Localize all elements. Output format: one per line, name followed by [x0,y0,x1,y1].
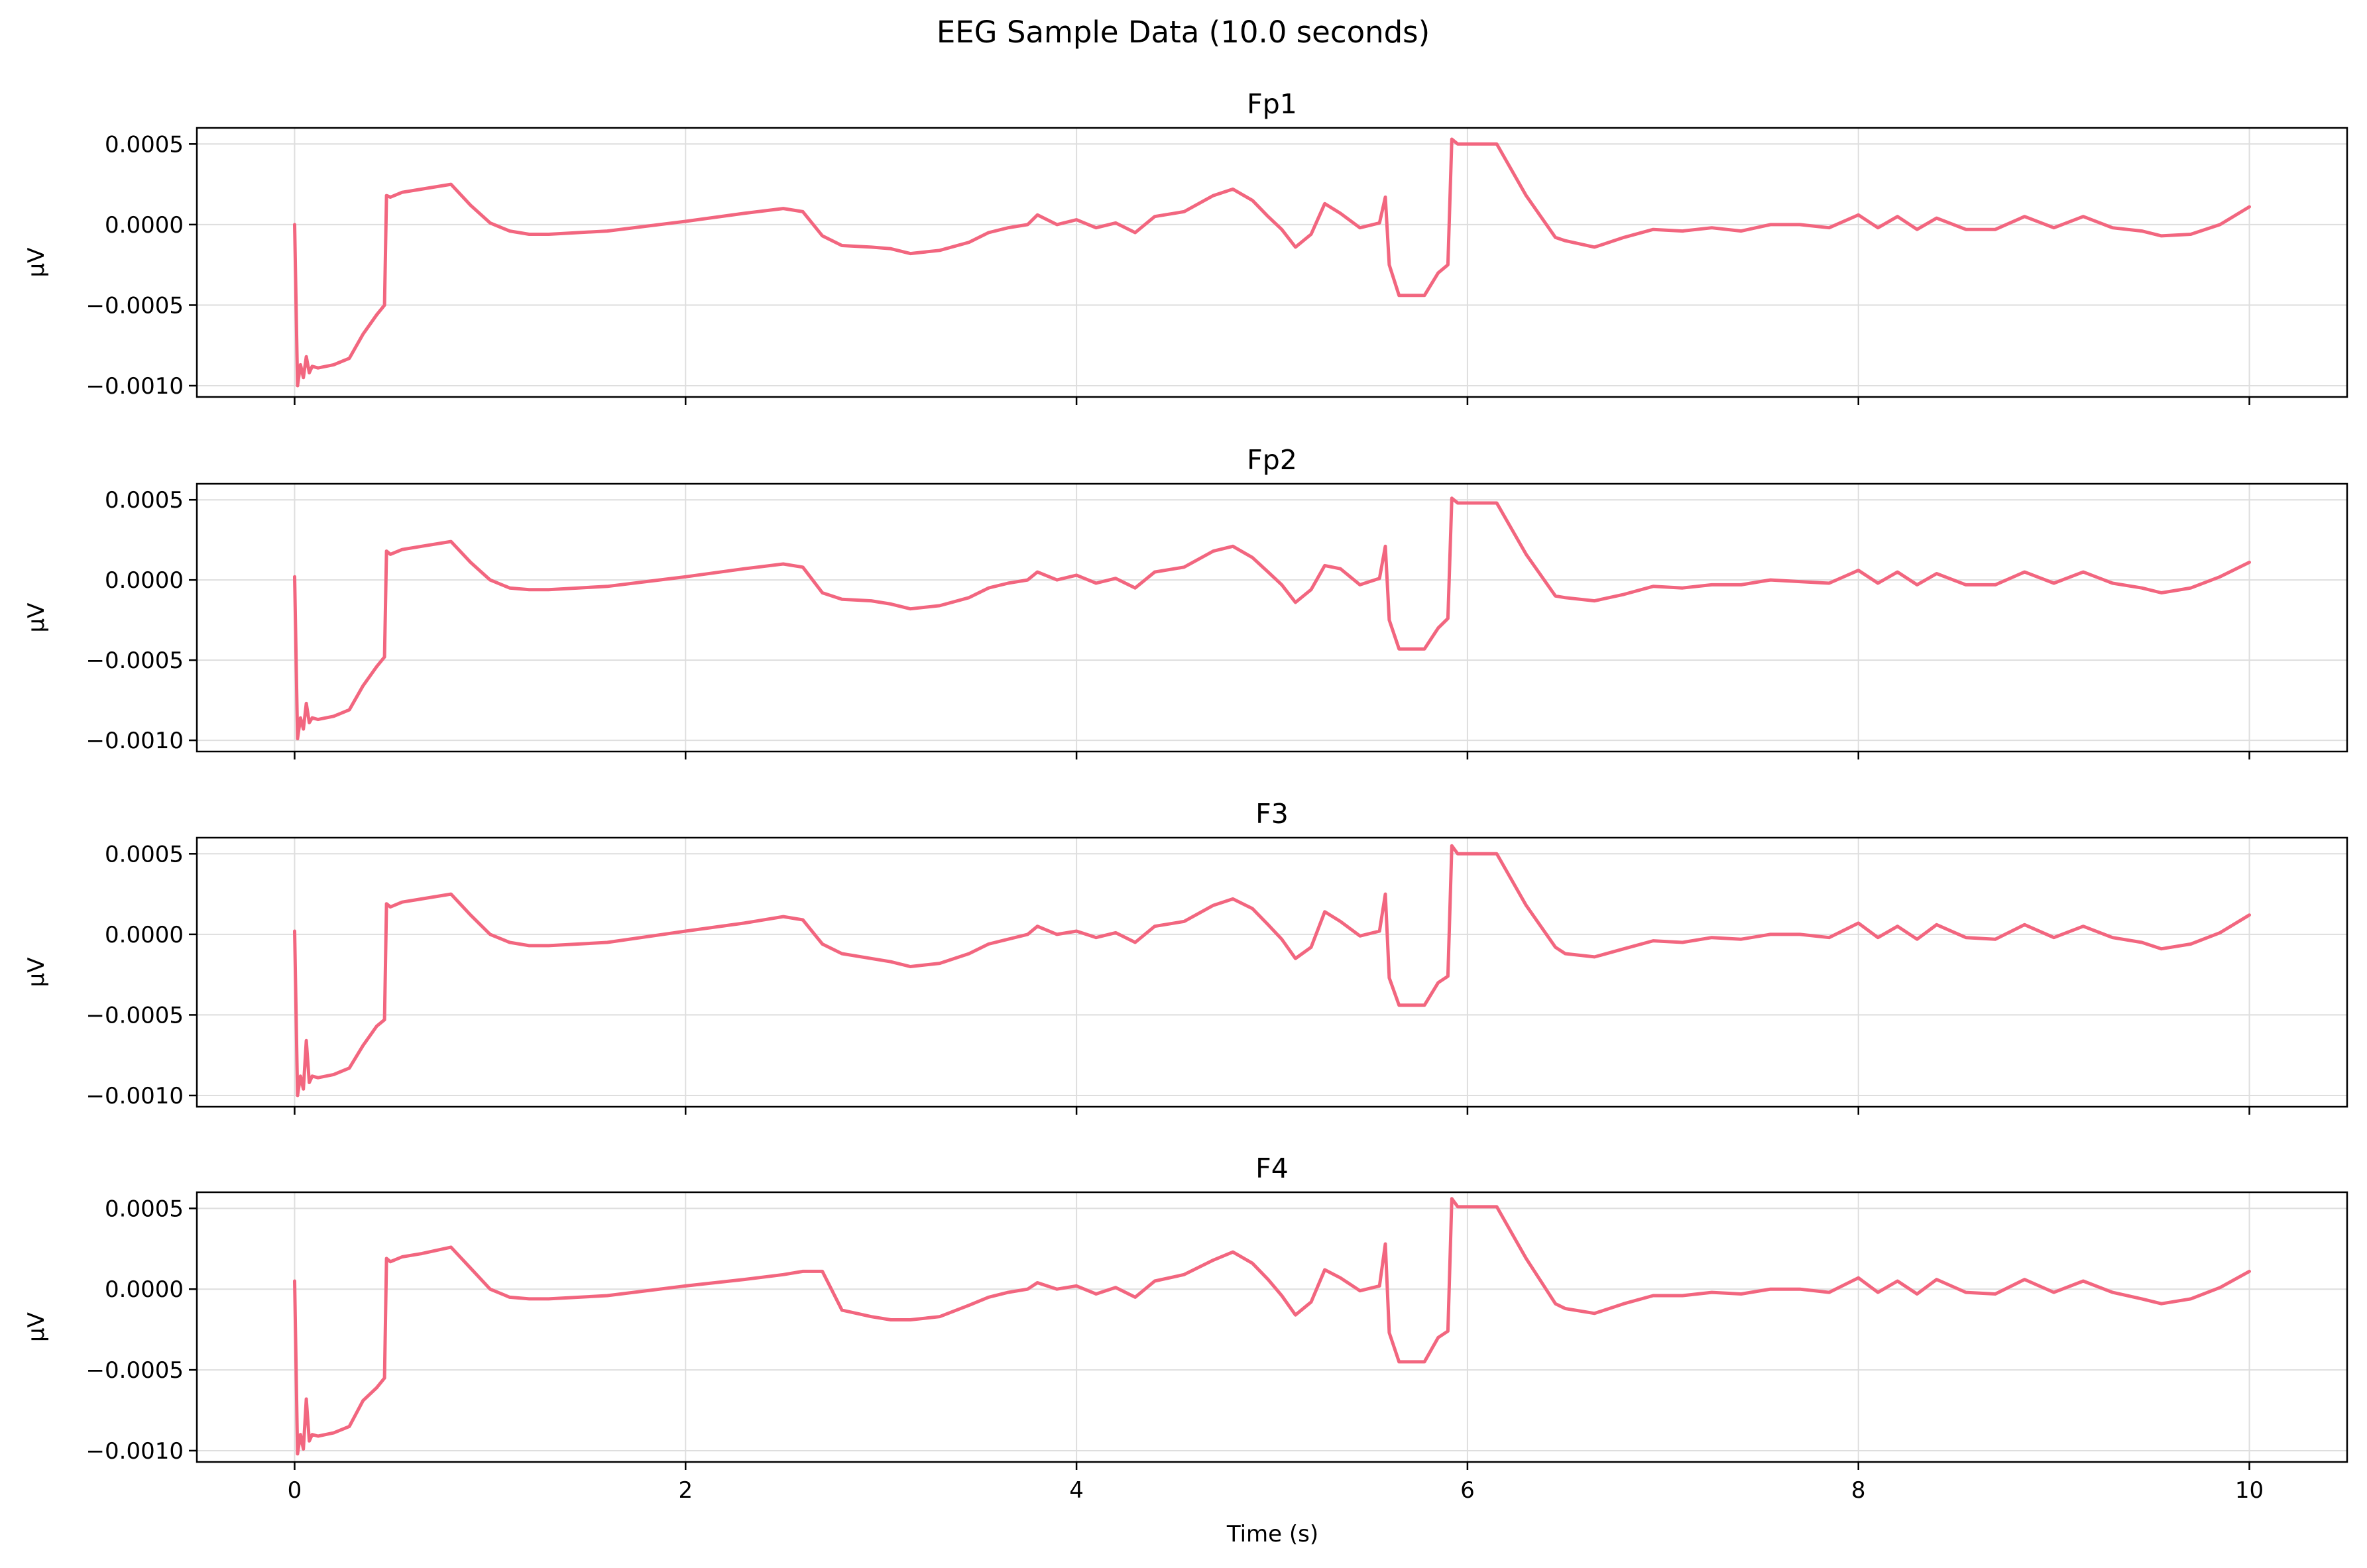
y-tick-label: 0.0005 [105,131,184,158]
panel-title-fp1: Fp1 [1247,88,1297,120]
y-tick-label: 0.0000 [105,567,184,594]
y-tick-label: 0.0005 [105,841,184,868]
panel-title-fp2: Fp2 [1247,444,1297,476]
panel-f3: −0.0010 −0.0005 0.0000 0.0005 µV F3 [23,798,2348,1115]
y-tick-label: −0.0005 [86,647,184,674]
panel-fp1: −0.0010 −0.0005 0.0000 0.0005 µV Fp1 [23,88,2348,405]
axes-frame [196,127,2348,398]
series-line-fp2 [293,496,2251,741]
axes-frame [196,836,2348,1108]
y-axis-label: µV [23,248,50,278]
y-tick-label: 0.0000 [105,922,184,948]
x-tick-label: 0 [288,1477,302,1504]
y-tick-label: 0.0005 [105,1196,184,1222]
y-tick-label: −0.0005 [86,1357,184,1384]
x-tick-label: 10 [2235,1477,2264,1504]
series-line-f3 [293,844,2251,1097]
y-axis-label: µV [23,603,50,633]
y-tick-label: −0.0010 [86,373,184,400]
y-tick-label: −0.0010 [86,728,184,754]
panel-title-f3: F3 [1255,798,1289,830]
axes-frame [196,482,2348,753]
x-tick-label: 6 [1460,1477,1475,1504]
series-line-fp1 [293,137,2251,388]
y-tick-label: 0.0000 [105,212,184,239]
axes-frame [196,1191,2348,1463]
panel-title-f4: F4 [1255,1152,1289,1184]
y-tick-label: 0.0005 [105,487,184,514]
x-tick-label: 2 [678,1477,693,1504]
x-axis-label: Time (s) [1226,1521,1318,1547]
figure-title: EEG Sample Data (10.0 seconds) [937,15,1430,50]
y-axis-label: µV [23,1312,50,1342]
y-tick-label: −0.0005 [86,1002,184,1029]
x-tick-label: 4 [1069,1477,1084,1504]
y-tick-label: 0.0000 [105,1276,184,1303]
y-tick-label: −0.0010 [86,1083,184,1109]
y-axis-label: µV [23,958,50,987]
x-tick-label: 8 [1851,1477,1866,1504]
panel-fp2: −0.0010 −0.0005 0.0000 0.0005 µV Fp2 [23,444,2348,759]
y-tick-label: −0.0010 [86,1438,184,1465]
panel-f4: 0 2 4 6 8 10 −0.0010 −0.0005 0.0000 0.0005 µV F4 [23,1152,2348,1504]
series-line-f4 [293,1197,2251,1456]
channel-panels: −0.0010−0.00050.00000.0005µVFp1−0.0010−0… [23,88,2348,1504]
y-tick-label: −0.0005 [86,292,184,319]
